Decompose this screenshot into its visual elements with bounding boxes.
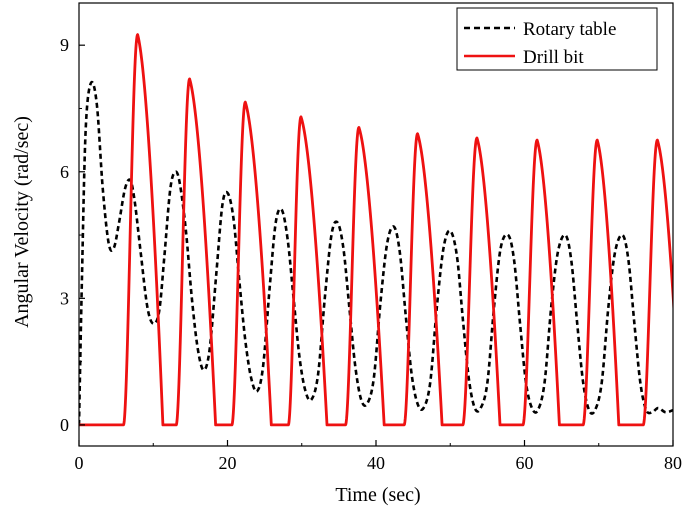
series-line-rotary-table (79, 80, 673, 425)
y-tick-label: 6 (60, 162, 69, 182)
legend: Rotary table Drill bit (456, 7, 658, 71)
x-tick-label: 20 (219, 453, 237, 473)
y-tick-label: 9 (60, 35, 69, 55)
x-tick-label: 40 (367, 453, 385, 473)
x-tick-label: 80 (664, 453, 682, 473)
x-tick-label: 60 (516, 453, 534, 473)
x-tick-label: 0 (75, 453, 84, 473)
y-tick-label: 0 (60, 415, 69, 435)
legend-box (456, 7, 658, 71)
y-axis-title: Angular Velocity (rad/sec) (11, 116, 33, 328)
series-line-drill-bit (79, 33, 673, 427)
x-axis-title: Time (sec) (335, 484, 420, 506)
legend-label-drill-bit: Drill bit (523, 47, 584, 68)
legend-label-rotary-table: Rotary table (523, 19, 616, 40)
plot-area (79, 33, 673, 427)
axes: 0 20 40 60 80 0 3 6 9 (60, 2, 682, 473)
y-tick-label: 3 (60, 288, 69, 308)
